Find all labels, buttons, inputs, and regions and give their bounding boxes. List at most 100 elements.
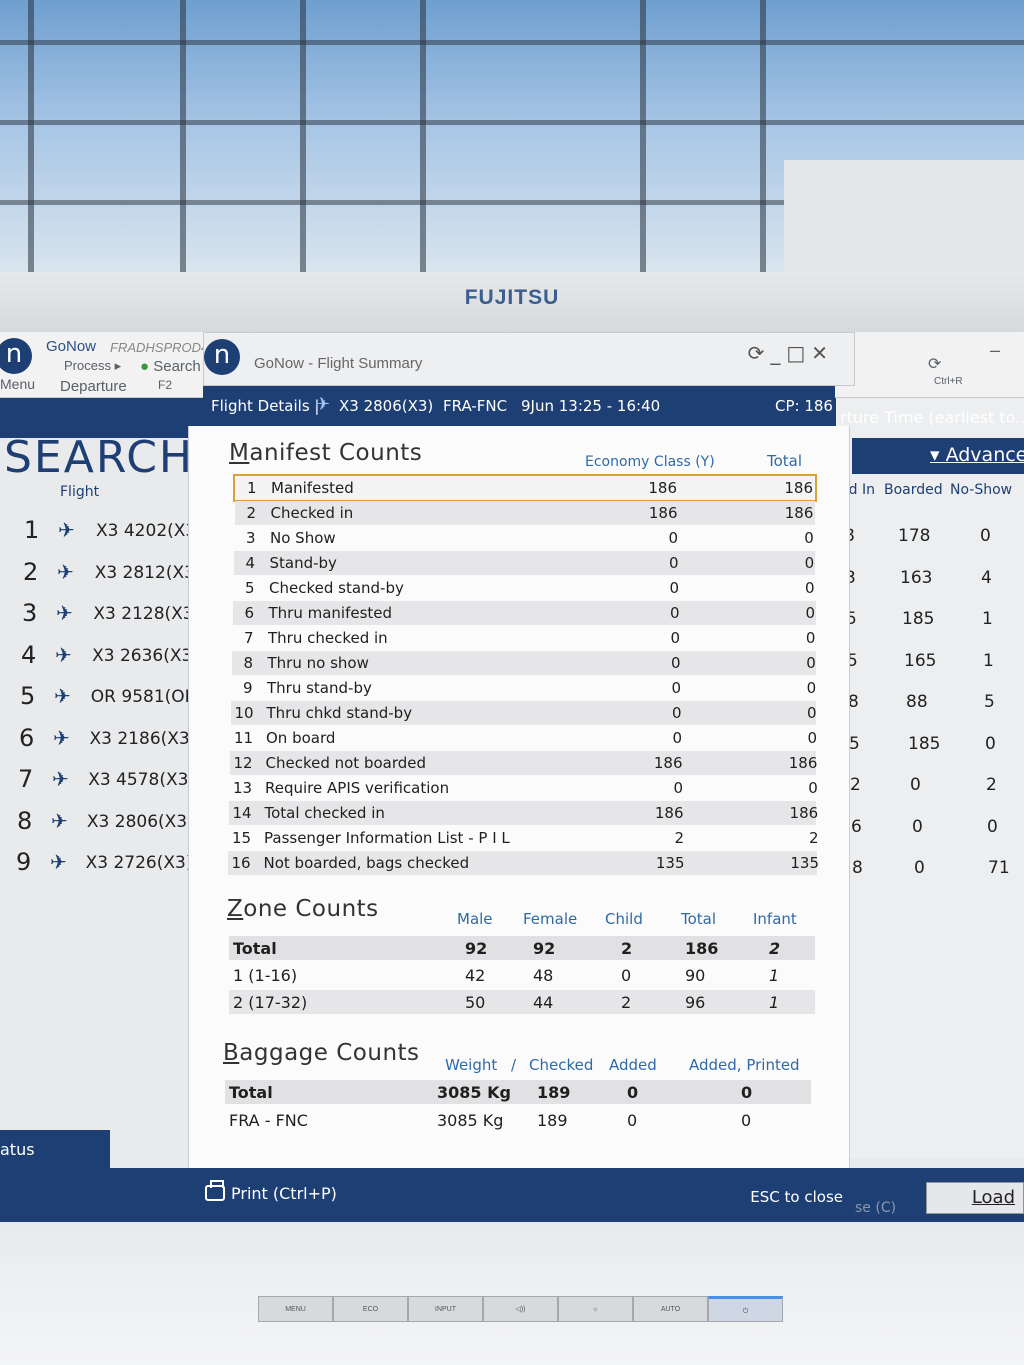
flight-number: X3 2636(X3) [92, 645, 199, 666]
departure-menu[interactable]: Departure [60, 378, 127, 395]
zone-female-value: 44 [533, 993, 554, 1012]
manifest-row-number: 16 [231, 854, 251, 872]
flight-number: X3 2726(X3) [85, 853, 193, 873]
zone-row: 2 (17-32) 50 44 2 96 1 [229, 990, 815, 1014]
boarded-value: 185 [902, 609, 935, 629]
baggage-title: Baggage Counts [223, 1040, 420, 1066]
boarded-value: 88 [906, 692, 928, 712]
economy-value: 0 [669, 579, 679, 597]
monitor-button[interactable]: ◁)) [483, 1296, 558, 1322]
sort-title[interactable]: rture Time (earliest to... [840, 408, 1024, 427]
manifest-row-label: Checked stand-by [269, 579, 404, 597]
manifest-row-number: 15 [232, 829, 252, 847]
zone-total-value: 96 [685, 993, 706, 1012]
advanced-label: Advance [945, 444, 1024, 466]
col-boarded: Boarded [884, 482, 943, 498]
status-tab[interactable]: atus [0, 1130, 110, 1170]
monitor-button[interactable]: AUTO [633, 1296, 708, 1322]
flight-number: X3 2806(X3) [86, 811, 194, 832]
baggage-weight: 3085 Kg [437, 1083, 511, 1102]
flight-list-item[interactable]: 1 ✈ X3 4202(X3) [0, 516, 203, 556]
flight-list-item[interactable]: 5 ✈ OR 9581(OR) [0, 682, 203, 722]
maximize-icon[interactable]: □ [786, 341, 812, 365]
zone-infant-value: 1 [769, 966, 780, 985]
added-col-header: Added [609, 1056, 657, 1074]
flight-list-item[interactable]: 2 ✈ X3 2812(X3) [0, 558, 202, 598]
no-show-value: 0 [987, 816, 998, 837]
zone-label: 1 (1-16) [233, 966, 298, 985]
flight-column-header: Flight [60, 484, 100, 500]
baggage-label: FRA - FNC [229, 1111, 308, 1130]
flight-list-item[interactable]: 9 ✈ X3 2726(X3) [0, 848, 200, 888]
zone-child-value: 2 [621, 993, 632, 1012]
dialog-titlebar: n GoNow - Flight Summary ⟳_□✕ [203, 332, 855, 386]
manifest-row-label: Require APIS verification [265, 779, 450, 797]
manifest-title: Manifest Counts [229, 440, 423, 466]
monitor-button[interactable]: INPUT [408, 1296, 483, 1322]
advanced-bar [852, 438, 1024, 474]
plane-icon: ✈ [51, 808, 68, 833]
search-button[interactable]: ● Search [140, 358, 201, 375]
manifest-row: 12 Checked not boarded 186 186 [229, 751, 817, 775]
load-button[interactable]: Load [926, 1182, 1024, 1214]
app-name: GoNow [46, 338, 97, 355]
menu-label[interactable]: Menu [0, 376, 36, 392]
print-button[interactable]: Print (Ctrl+P) [205, 1180, 337, 1203]
monitor-button[interactable]: ⏻ [708, 1296, 783, 1322]
search-shortcut: F2 [158, 378, 173, 392]
dialog-title: GoNow - Flight Summary [254, 355, 423, 372]
monitor-buttons: MENU ECO INPUT ◁)) ☼ AUTO ⏻ [258, 1296, 783, 1322]
manifest-row: 5 Checked stand-by 0 0 [233, 576, 815, 600]
economy-value: 0 [669, 604, 680, 622]
advanced-button[interactable]: ▾ Advance [930, 444, 1024, 466]
no-show-value: 4 [981, 567, 992, 588]
zone-title: Zone Counts [227, 896, 379, 922]
close-hint: se (C) [855, 1200, 897, 1216]
minimize-icon[interactable]: _ [770, 341, 787, 365]
manifest-row-number: 11 [234, 729, 254, 747]
manifest-row-label: Checked in [270, 504, 354, 522]
search-status-icon: ● [140, 358, 150, 375]
total-value: 0 [805, 604, 815, 622]
monitor-bezel-bottom [0, 1222, 1024, 1365]
total-value: 0 [804, 554, 815, 572]
manifest-row-number: 2 [246, 504, 257, 522]
total-value: 0 [806, 679, 817, 697]
flight-number: X3 2186(X3) [89, 728, 197, 749]
monitor-button[interactable]: ECO [333, 1296, 408, 1322]
dialog-footer: Print (Ctrl+P) ESC to close [183, 1168, 855, 1222]
window-minimize-icon[interactable]: – [990, 340, 1001, 360]
economy-value: 0 [673, 779, 683, 797]
no-show-value: 1 [982, 609, 993, 629]
baggage-checked: 189 [537, 1111, 568, 1130]
flight-list-item[interactable]: 6 ✈ X3 2186(X3) [0, 724, 200, 764]
manifest-row-number: 14 [232, 804, 252, 822]
boarded-value: 163 [900, 567, 933, 588]
checked-in-value: 2 [850, 775, 861, 795]
manifest-row: 2 Checked in 186 186 [234, 501, 816, 525]
flight-list-item[interactable]: 3 ✈ X3 2128(X3) [0, 599, 200, 639]
manifest-row: 10 Thru chkd stand-by 0 0 [230, 701, 817, 725]
refresh-icon[interactable]: ⟳ [928, 356, 942, 373]
boarded-value: 0 [910, 775, 921, 795]
manifest-row-number: 3 [246, 529, 256, 547]
total-value: 2 [809, 829, 819, 847]
monitor-button[interactable]: MENU [258, 1296, 333, 1322]
flight-list-item[interactable]: 8 ✈ X3 2806(X3) [0, 807, 200, 847]
flight-list-item[interactable]: 4 ✈ X3 2636(X3) [0, 641, 200, 681]
flight-list-item[interactable]: 7 ✈ X3 4578(X3) [0, 765, 200, 805]
monitor-button[interactable]: ☼ [558, 1296, 633, 1322]
boarded-value: 178 [898, 526, 931, 546]
manifest-row: 3 No Show 0 0 [234, 526, 815, 550]
total-value: 0 [807, 704, 817, 722]
plane-checkin-icon: ✈ [58, 518, 75, 542]
checkpoint-count: CP: 186 [775, 397, 833, 415]
manifest-row-label: Stand-by [269, 554, 337, 572]
refresh-icon[interactable]: ⟳ [747, 341, 771, 365]
menu-logo-icon[interactable]: n [0, 338, 32, 374]
baggage-added: 0 [627, 1083, 639, 1102]
manifest-row-label: Checked not boarded [265, 754, 427, 772]
close-icon[interactable]: ✕ [811, 341, 834, 365]
process-menu[interactable]: Process ▸ [64, 358, 122, 373]
baggage-added: 0 [627, 1111, 638, 1130]
